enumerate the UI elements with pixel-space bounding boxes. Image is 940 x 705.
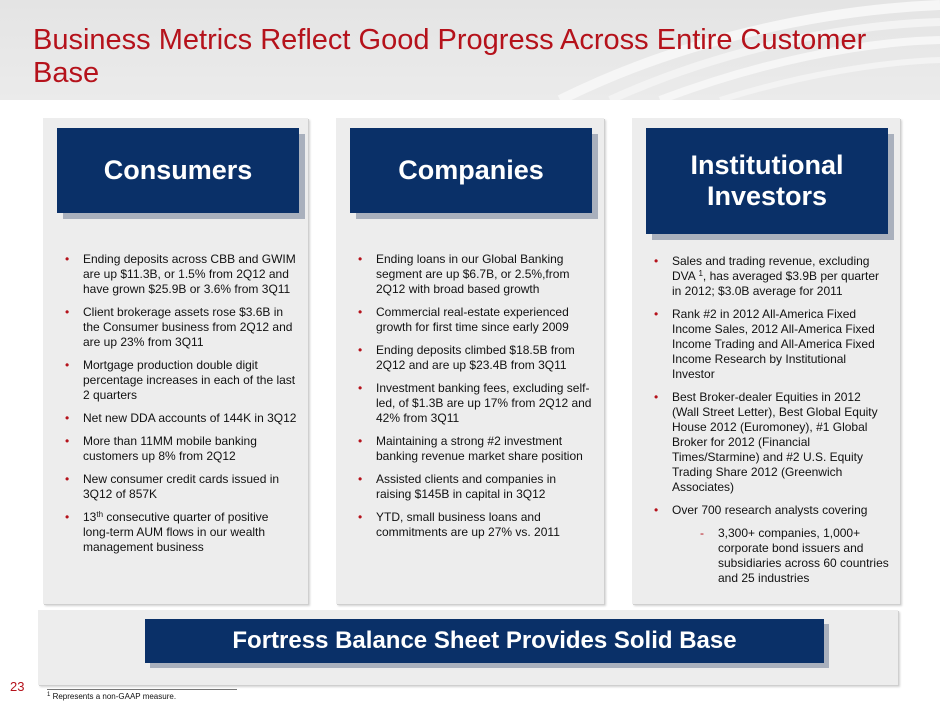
institutional-bullet-list: Sales and trading revenue, excluding DVA… [652, 254, 890, 594]
companies-heading: Companies [350, 128, 592, 213]
list-item: Investment banking fees, excluding self-… [356, 381, 594, 426]
list-item: Mortgage production double digit percent… [63, 358, 298, 403]
list-item: Ending loans in our Global Banking segme… [356, 252, 594, 297]
sub-list-item: 3,300+ companies, 1,000+ corporate bond … [652, 526, 890, 586]
footnote: 1 Represents a non-GAAP measure. [47, 692, 176, 701]
footnote-marker: 1 [47, 692, 51, 698]
list-item: Assisted clients and companies in raisin… [356, 472, 594, 502]
consumers-heading: Consumers [57, 128, 299, 213]
header-swoosh-decoration [557, 0, 940, 100]
list-item: New consumer credit cards issued in 3Q12… [63, 472, 298, 502]
list-item: 13th consecutive quarter of positive lon… [63, 510, 298, 555]
footnote-divider [47, 689, 237, 690]
list-item: YTD, small business loans and commitment… [356, 510, 594, 540]
footnote-marker: 1 [698, 269, 703, 278]
bullet-text-rest: , has averaged $3.9B per quarter in 2012… [672, 269, 880, 298]
companies-panel: Companies Ending loans in our Global Ban… [336, 118, 604, 604]
list-item: Sales and trading revenue, excluding DVA… [652, 254, 890, 299]
footnote-text: Represents a non-GAAP measure. [50, 692, 177, 701]
list-item: More than 11MM mobile banking customers … [63, 434, 298, 464]
list-item: Commercial real-estate experienced growt… [356, 305, 594, 335]
consumers-panel: Consumers Ending deposits across CBB and… [43, 118, 308, 604]
consumers-bullet-list: Ending deposits across CBB and GWIM are … [63, 252, 298, 563]
header-band [0, 0, 940, 100]
footer-box: Fortress Balance Sheet Provides Solid Ba… [38, 610, 898, 685]
bullet-text-prefix: Sales and trading revenue, excluding DVA [672, 254, 870, 283]
bullet-text-prefix: 13 [83, 510, 97, 524]
list-item: Over 700 research analysts covering [652, 503, 890, 518]
page-number: 23 [10, 679, 25, 694]
institutional-heading: Institutional Investors [646, 128, 888, 234]
superscript: th [96, 510, 104, 519]
fortress-banner: Fortress Balance Sheet Provides Solid Ba… [145, 619, 824, 663]
list-item: Best Broker-dealer Equities in 2012 (Wal… [652, 390, 890, 495]
list-item: Ending deposits climbed $18.5B from 2Q12… [356, 343, 594, 373]
bullet-text-rest: consecutive quarter of positive long-ter… [83, 510, 269, 554]
page-title: Business Metrics Reflect Good Progress A… [33, 24, 867, 89]
list-item: Rank #2 in 2012 All-America Fixed Income… [652, 307, 890, 382]
companies-bullet-list: Ending loans in our Global Banking segme… [356, 252, 594, 548]
list-item: Client brokerage assets rose $3.6B in th… [63, 305, 298, 350]
list-item: Maintaining a strong #2 investment banki… [356, 434, 594, 464]
list-item: Ending deposits across CBB and GWIM are … [63, 252, 298, 297]
list-item: Net new DDA accounts of 144K in 3Q12 [63, 411, 298, 426]
institutional-panel: Institutional Investors Sales and tradin… [632, 118, 900, 604]
